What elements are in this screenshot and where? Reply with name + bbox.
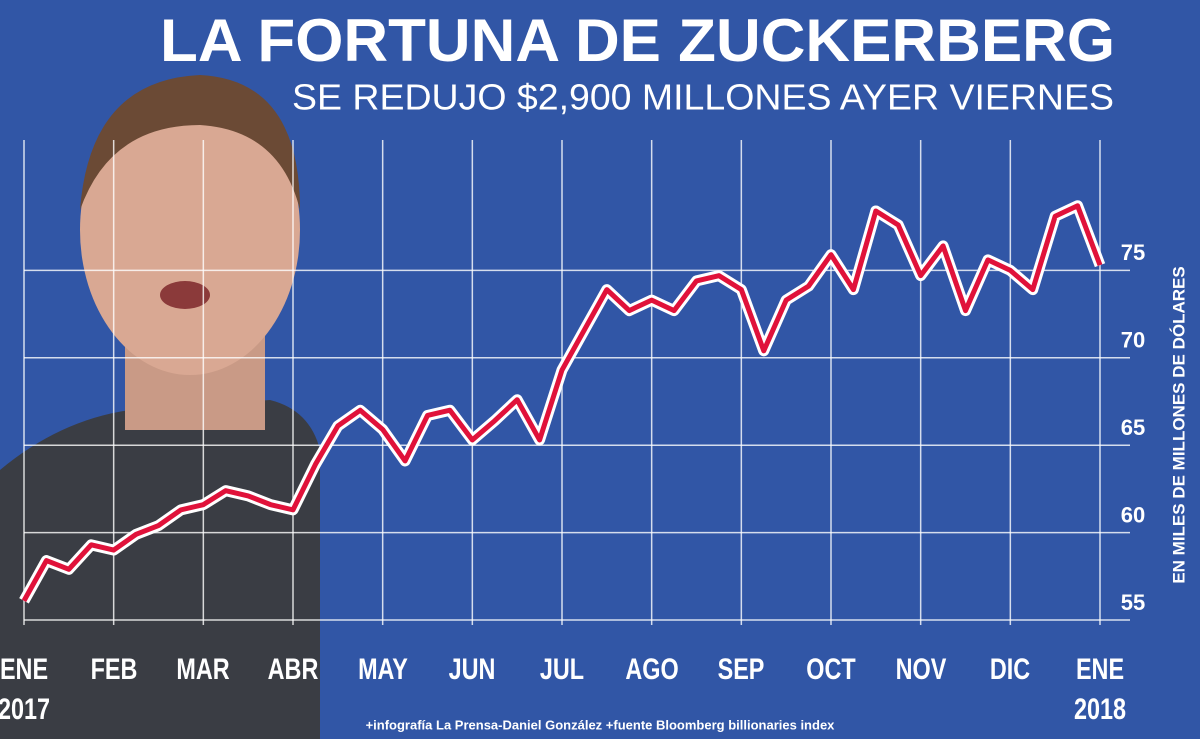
x-tick-label: FEB <box>90 653 138 686</box>
credit: +infografía La Prensa-Daniel González +f… <box>366 717 836 732</box>
x-tick-label: DIC <box>990 653 1031 686</box>
x-tick-label: ENE 2017 <box>0 653 51 726</box>
x-tick-label: MAR <box>176 653 230 686</box>
x-tick-label: ENE 2018 <box>1073 653 1127 726</box>
y-axis-label: EN MILES DE MILLONES DE DÓLARES <box>1169 266 1188 583</box>
x-tick-label: OCT <box>806 653 856 686</box>
y-tick-label: 55 <box>1121 590 1145 615</box>
x-tick-label: JUL <box>539 653 585 686</box>
subtitle: SE REDUJO $2,900 MILLONES AYER VIERNES <box>292 77 1114 118</box>
x-tick-label: SEP <box>717 653 765 686</box>
x-tick-label: AGO <box>625 653 679 686</box>
y-tick-label: 60 <box>1121 502 1145 527</box>
x-tick-label: NOV <box>895 653 947 686</box>
y-tick-label: 75 <box>1121 240 1145 265</box>
y-tick-label: 70 <box>1121 328 1145 353</box>
x-tick-label: MAY <box>357 653 408 686</box>
portrait <box>0 75 320 739</box>
line <box>21 203 1103 602</box>
x-tick-label: ABR <box>267 653 319 686</box>
x-tick-label: JUN <box>448 653 496 686</box>
y-tick-label: 65 <box>1121 415 1145 440</box>
title: LA FORTUNA DE ZUCKERBERG <box>160 7 1115 74</box>
